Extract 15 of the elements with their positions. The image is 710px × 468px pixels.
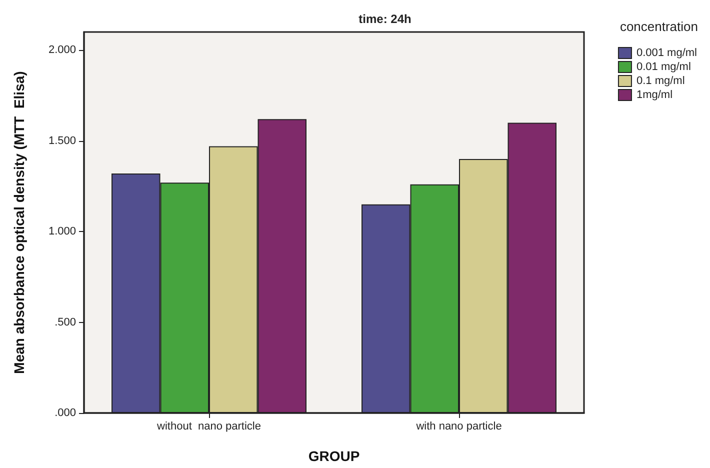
chart-title: time: 24h bbox=[358, 12, 412, 26]
y-tick-label: 2.000 bbox=[48, 44, 76, 56]
y-axis-title: Mean absorbance optical density (MTT Elisa) bbox=[11, 71, 27, 374]
legend-title: concentration bbox=[620, 19, 698, 34]
x-tick-label: without nano particle bbox=[156, 420, 261, 432]
y-tick-label: .500 bbox=[54, 316, 76, 328]
y-tick-label: .000 bbox=[54, 407, 76, 419]
x-tick-label: with nano particle bbox=[415, 420, 502, 432]
y-tick-label: 1.000 bbox=[48, 226, 76, 238]
legend-label: 0.01 mg/ml bbox=[636, 61, 691, 73]
legend-label: 1mg/ml bbox=[636, 89, 673, 101]
legend-label: 0.1 mg/ml bbox=[636, 75, 685, 87]
y-tick-label: 1.500 bbox=[48, 134, 76, 147]
x-axis-title: GROUP bbox=[308, 448, 360, 464]
legend-label: 0.001 mg/ml bbox=[636, 47, 698, 59]
